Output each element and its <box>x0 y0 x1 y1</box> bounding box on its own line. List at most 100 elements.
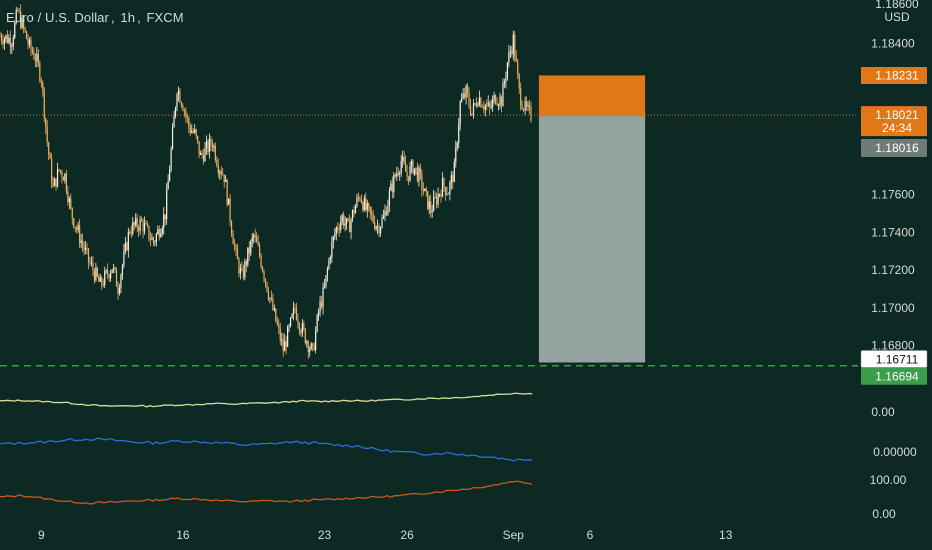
candle-body <box>24 27 26 32</box>
candle-body <box>288 325 290 328</box>
candle-body <box>111 269 113 273</box>
candle-body <box>489 102 491 108</box>
candle-body <box>525 101 528 107</box>
candle-body <box>430 201 432 213</box>
candle-body <box>201 153 203 156</box>
candle-body <box>129 232 131 233</box>
candle-body <box>158 229 160 238</box>
candle-body <box>406 171 408 177</box>
candle-body <box>210 138 212 146</box>
candle-body <box>279 327 281 341</box>
candle-body <box>388 190 390 205</box>
candle-body <box>180 102 183 106</box>
candle-body <box>284 341 286 352</box>
price-axis-tick-label: 1.17200 <box>871 263 915 277</box>
candle-body <box>142 221 144 232</box>
candle-body <box>346 218 348 224</box>
candle-body <box>176 94 178 108</box>
candle-body <box>220 171 222 175</box>
candle-body <box>123 251 125 266</box>
candle-body <box>396 173 398 177</box>
candle-body <box>2 40 4 45</box>
candle-body <box>192 131 194 133</box>
candle-body <box>471 113 473 115</box>
candle-body <box>64 173 66 181</box>
candle-body <box>108 274 110 279</box>
candle-body <box>83 245 85 251</box>
candle-body <box>331 242 333 258</box>
candle-body <box>318 311 320 315</box>
candle-body <box>300 330 302 334</box>
candle-body <box>211 145 213 148</box>
candle-body <box>492 99 494 107</box>
candle-body <box>313 345 315 351</box>
candle-body <box>33 52 35 59</box>
candle-body <box>319 301 321 312</box>
candle-body <box>245 261 247 265</box>
time-axis-tick-label: 26 <box>400 528 414 542</box>
take-profit-zone <box>538 116 646 363</box>
candle-body <box>3 38 6 45</box>
candle-body <box>53 178 56 187</box>
candle-body <box>523 109 525 111</box>
candle-body <box>130 232 132 234</box>
candle-body <box>232 233 234 245</box>
candle-body <box>219 171 221 173</box>
candle-body <box>56 169 59 187</box>
candle-body <box>269 297 271 299</box>
candle-body <box>241 268 243 270</box>
candle-body <box>362 202 364 211</box>
stop-price-tag-bg <box>861 66 927 84</box>
candle-body <box>416 167 419 182</box>
candle-body <box>500 96 503 107</box>
candle-body <box>48 142 50 155</box>
candle-body <box>415 167 417 169</box>
candle-body <box>141 219 143 222</box>
candle-body <box>6 35 8 43</box>
indicator-3-line <box>0 480 533 505</box>
candle-body <box>425 188 427 191</box>
candle-body <box>372 214 374 223</box>
candle-body <box>105 270 107 272</box>
candle-body <box>343 215 345 226</box>
candle-body <box>222 174 224 176</box>
candle-body <box>90 262 93 264</box>
candle-body <box>208 138 211 153</box>
candle-body <box>469 105 472 115</box>
candle-body <box>455 147 457 162</box>
candle-body <box>189 127 191 133</box>
candle-body <box>295 308 298 320</box>
stop-loss-zone <box>538 75 646 117</box>
candle-body <box>393 174 395 192</box>
candle-body <box>307 341 309 352</box>
last-price-tag: 1.18021 <box>875 108 919 122</box>
candle-body <box>45 118 47 127</box>
candle-body <box>456 143 458 148</box>
candle-body <box>304 328 306 344</box>
candle-body <box>310 343 312 350</box>
candle-body <box>325 275 327 287</box>
candle-body <box>197 135 199 142</box>
candle-body <box>39 62 41 81</box>
candle-body <box>524 101 526 111</box>
candle-body <box>374 222 376 229</box>
entry-price-tag: 1.18016 <box>875 141 919 155</box>
candle-body <box>350 219 352 233</box>
candle-body <box>223 174 225 182</box>
candle-body <box>11 46 13 48</box>
candle-body <box>365 198 367 211</box>
candle-body <box>251 237 253 242</box>
candle-body <box>164 214 166 220</box>
candle-body <box>194 129 196 133</box>
candle-body <box>12 37 14 47</box>
candle-body <box>25 31 28 40</box>
candle-body <box>368 203 370 207</box>
candle-body <box>402 157 404 161</box>
candle-body <box>528 105 531 107</box>
candle-body <box>329 257 331 260</box>
candle-body <box>205 141 208 148</box>
candle-body <box>375 226 377 229</box>
candle-body <box>387 204 389 215</box>
